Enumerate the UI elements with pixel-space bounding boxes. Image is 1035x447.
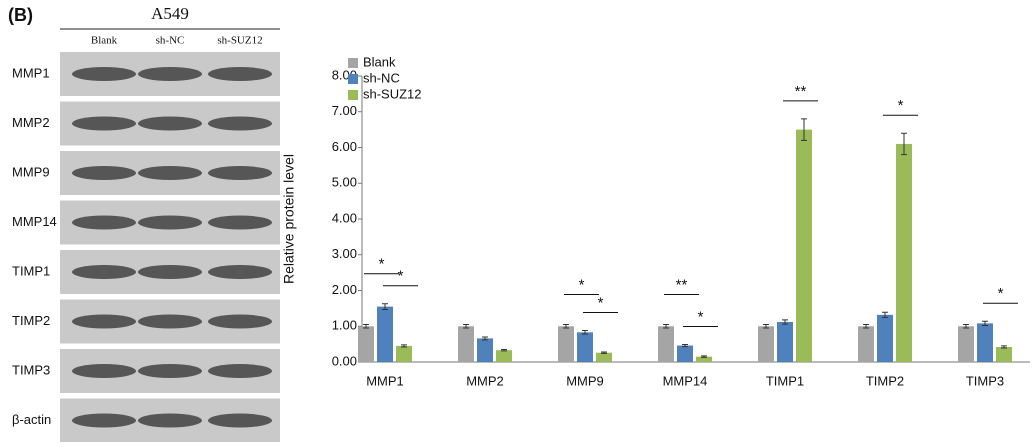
legend-swatch — [348, 58, 358, 68]
bar — [958, 326, 974, 362]
legend-swatch — [348, 74, 358, 84]
y-tick-label: 4.00 — [332, 210, 357, 225]
significance-label: * — [379, 256, 385, 273]
band — [72, 117, 136, 131]
bar — [777, 322, 793, 362]
band — [138, 315, 202, 329]
band — [138, 216, 202, 230]
band — [138, 364, 202, 378]
panel-label: (B) — [8, 5, 33, 25]
row-label: MMP2 — [12, 115, 50, 130]
band — [208, 315, 272, 329]
band — [208, 414, 272, 428]
y-tick-label: 2.00 — [332, 282, 357, 297]
band — [72, 216, 136, 230]
blot-title: A549 — [151, 4, 189, 23]
bar — [496, 350, 512, 362]
band — [72, 315, 136, 329]
band — [72, 67, 136, 81]
significance-label: ** — [676, 276, 688, 293]
bar — [558, 326, 574, 362]
band — [72, 364, 136, 378]
band — [138, 117, 202, 131]
x-tick-label: TIMP1 — [766, 373, 804, 388]
row-label: TIMP3 — [12, 362, 50, 377]
blot: Blank sh-NC sh-SUZ12 MMP1 MMP2 MMP9 MMP14 TIMP1… — [12, 35, 280, 442]
y-tick-label: 7.00 — [332, 103, 357, 118]
bar — [977, 323, 993, 362]
error-bar — [401, 345, 407, 347]
significance-label: * — [598, 295, 604, 312]
bar — [877, 315, 893, 362]
significance-label: * — [898, 97, 904, 114]
x-tick-label: MMP14 — [663, 373, 708, 388]
y-tick-label: 6.00 — [332, 139, 357, 154]
x-tick-label: TIMP3 — [966, 373, 1004, 388]
x-tick-label: TIMP2 — [866, 373, 904, 388]
y-tick-label: 1.00 — [332, 318, 357, 333]
bar — [658, 326, 674, 362]
bar — [796, 130, 812, 362]
lane-label: Blank — [91, 35, 118, 47]
row-label: β-actin — [12, 412, 51, 427]
significance-label: ** — [795, 83, 807, 100]
bar — [477, 338, 493, 362]
bar — [377, 307, 393, 362]
band — [138, 67, 202, 81]
band — [138, 414, 202, 428]
significance-label: * — [579, 276, 585, 293]
legend-label: sh-SUZ12 — [363, 86, 422, 101]
row-label: MMP14 — [12, 214, 57, 229]
band — [72, 166, 136, 180]
y-axis-label: Relative protein level — [281, 154, 297, 284]
lane-label: sh-SUZ12 — [217, 35, 262, 47]
y-tick-label: 0.00 — [332, 353, 357, 368]
band — [138, 166, 202, 180]
y-tick-label: 3.00 — [332, 246, 357, 261]
row-label: TIMP1 — [12, 263, 50, 278]
chart: Relative protein level 0.00 1.00 2.00 3.00 4.… — [281, 54, 1030, 388]
x-tick-label: MMP9 — [566, 373, 604, 388]
significance-label: * — [398, 268, 404, 285]
bar — [577, 332, 593, 362]
significance-label: * — [998, 285, 1004, 302]
lane-label: sh-NC — [156, 35, 185, 47]
bar — [858, 326, 874, 362]
row-label: TIMP2 — [12, 313, 50, 328]
band — [208, 117, 272, 131]
row-label: MMP9 — [12, 164, 50, 179]
bar — [896, 144, 912, 362]
bar — [677, 346, 693, 362]
band — [208, 67, 272, 81]
significance-label: * — [698, 308, 704, 325]
legend-label: sh-NC — [363, 70, 400, 85]
bar — [996, 347, 1012, 362]
band — [208, 216, 272, 230]
legend-swatch — [348, 90, 358, 100]
row-label: MMP1 — [12, 65, 50, 80]
figure: (B) A549 Blanksh-NCsh-SUZ12MMP1MMP2MMP9M… — [0, 0, 1035, 442]
band — [208, 364, 272, 378]
band — [72, 265, 136, 279]
bar — [396, 346, 412, 362]
band — [208, 166, 272, 180]
band — [208, 265, 272, 279]
bar — [596, 353, 612, 362]
legend-label: Blank — [363, 54, 396, 69]
bar — [758, 326, 774, 362]
x-tick-label: MMP1 — [366, 373, 404, 388]
bar — [358, 326, 374, 362]
y-tick-label: 5.00 — [332, 175, 357, 190]
band — [72, 414, 136, 428]
bar — [458, 326, 474, 362]
x-tick-label: MMP2 — [466, 373, 504, 388]
band — [138, 265, 202, 279]
